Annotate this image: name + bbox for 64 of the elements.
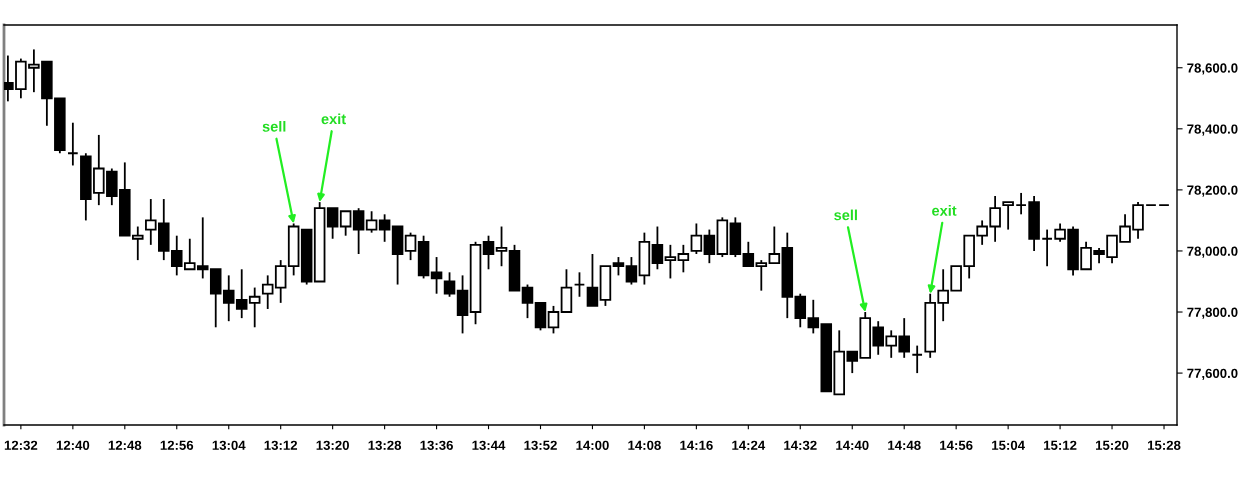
candlestick (690, 222, 703, 255)
candlestick (768, 225, 781, 265)
candlestick (404, 231, 417, 262)
x-tick-label: 14:40 (836, 440, 869, 450)
candlestick (274, 259, 287, 304)
candlestick (326, 207, 339, 240)
annotation: sell (834, 209, 857, 221)
candlestick (430, 256, 443, 295)
y-tick-label: 78,600.0 (1187, 63, 1238, 75)
y-tick-label: 77,600.0 (1187, 368, 1238, 380)
x-tick-label: 14:24 (732, 440, 766, 450)
annotation: sell (262, 120, 286, 132)
x-tick-label: 14:16 (680, 440, 713, 450)
x-tick-label: 13:12 (264, 440, 298, 450)
candlestick (67, 121, 79, 167)
x-tick-label: 15:12 (1044, 440, 1077, 450)
x-tick-label: 12:40 (56, 440, 90, 450)
annotation: exit (932, 205, 957, 216)
x-tick-label: 13:04 (212, 440, 246, 450)
y-tick-label: 77,800.0 (1187, 307, 1238, 319)
candlestick (625, 256, 638, 286)
x-tick-label: 14:08 (628, 440, 661, 450)
x-tick-label: 14:56 (940, 440, 973, 450)
candlestick (352, 207, 365, 255)
x-tick-label: 14:00 (576, 440, 609, 450)
candlestick (495, 225, 508, 268)
x-tick-label: 14:32 (784, 440, 817, 450)
x-tick-label: 12:48 (108, 440, 142, 450)
candlestick (547, 305, 560, 335)
x-tick-label: 13:28 (368, 440, 402, 450)
candlestick (1041, 228, 1053, 268)
candlestick (911, 344, 923, 374)
candlestick (261, 274, 274, 310)
candlestick (248, 286, 261, 329)
candlestick (612, 256, 625, 277)
x-tick-label: 13:20 (316, 440, 349, 450)
x-tick-label: 14:48 (888, 440, 921, 450)
x-tick-label: 13:36 (420, 440, 453, 450)
candlestick (794, 292, 807, 329)
candlestick (677, 243, 690, 274)
candlestick (482, 234, 495, 271)
candlestick (664, 243, 677, 280)
candlestick (573, 271, 586, 298)
candlestick (521, 283, 534, 320)
candlestick (703, 228, 716, 265)
candlestick (339, 210, 352, 237)
x-tick-label: 15:20 (1096, 440, 1129, 450)
y-tick-label: 78,400.0 (1187, 124, 1238, 136)
candlestick (742, 240, 755, 268)
x-tick-label: 12:56 (160, 440, 194, 450)
y-tick-label: 78,200.0 (1187, 185, 1238, 197)
candlestick (443, 271, 456, 298)
x-tick-label: 13:52 (524, 440, 557, 450)
y-tick-label: 78,000.0 (1187, 246, 1238, 258)
annotation: exit (321, 113, 346, 125)
candlestick (1002, 201, 1014, 231)
candlestick (755, 259, 768, 292)
candlestick (651, 225, 664, 271)
candlestick (586, 253, 599, 307)
x-tick-label: 15:28 (1147, 440, 1181, 450)
x-tick-label: 12:32 (4, 440, 38, 450)
candlestick (1015, 192, 1027, 216)
x-tick-label: 15:04 (992, 440, 1025, 450)
x-tick-label: 13:44 (472, 440, 506, 450)
